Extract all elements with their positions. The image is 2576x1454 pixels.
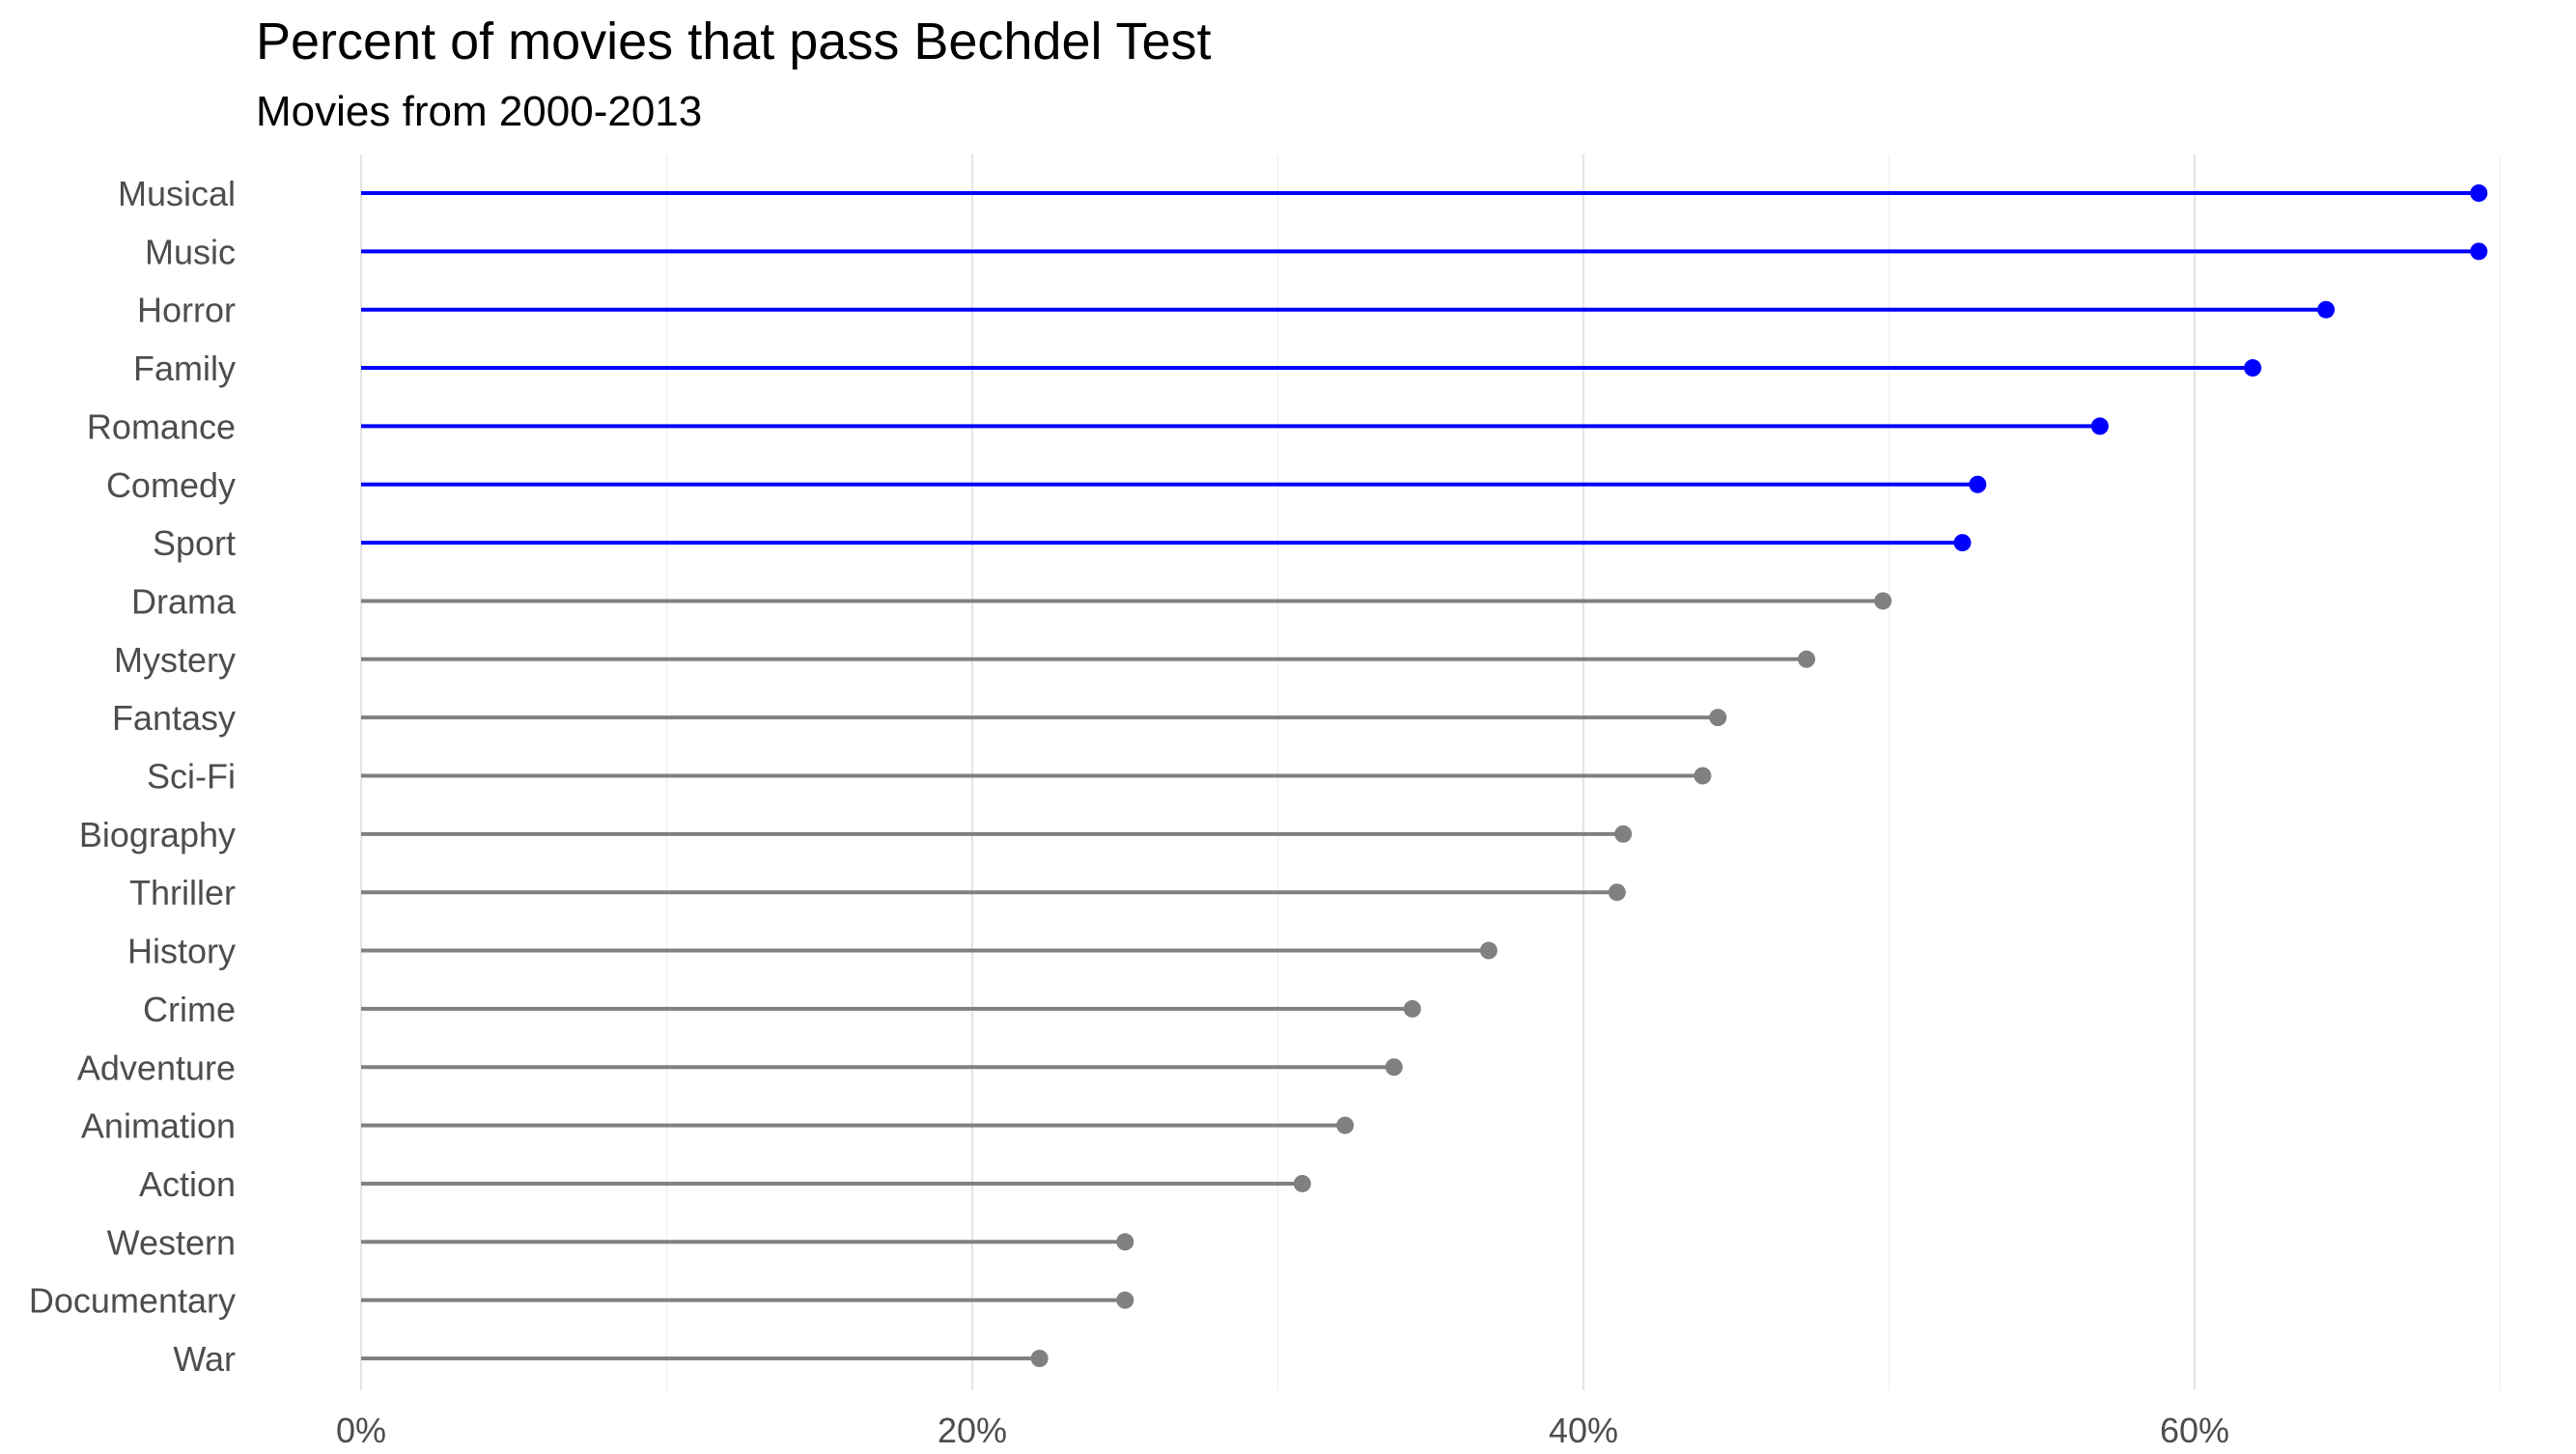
- category-label: Romance: [87, 406, 236, 446]
- category-label: Crime: [143, 990, 236, 1029]
- category-label: Thriller: [129, 873, 236, 912]
- category-label: Mystery: [114, 640, 236, 680]
- x-tick-label: 0%: [336, 1411, 386, 1450]
- category-label: Animation: [81, 1106, 236, 1146]
- lollipop-dot: [1403, 999, 1421, 1018]
- category-label: History: [127, 932, 236, 971]
- lollipop-dot: [1293, 1174, 1311, 1192]
- category-label-layer: Musical Music Horror Family Romance Comedy Spo…: [29, 174, 237, 1379]
- lollipop-dot: [1385, 1058, 1403, 1077]
- category-label: Drama: [131, 581, 237, 621]
- lollipop-dot: [2244, 359, 2262, 377]
- lollipop-dot: [1614, 825, 1633, 843]
- lollipop-dot: [2470, 184, 2488, 202]
- lollipop-dot: [1116, 1291, 1134, 1309]
- lollipop-dot: [1709, 709, 1727, 727]
- x-tick-label-layer: 0% 20% 40% 60%: [336, 1411, 2229, 1450]
- category-label: Music: [145, 232, 236, 271]
- category-label: Comedy: [106, 465, 236, 505]
- category-label: Family: [133, 349, 236, 388]
- category-label: Sci-Fi: [147, 757, 236, 797]
- stem-layer: [361, 191, 2479, 1360]
- category-label: Musical: [118, 174, 236, 213]
- lollipop-dot: [1479, 941, 1498, 960]
- lollipop-dot: [1608, 883, 1626, 902]
- x-tick-label: 40%: [1549, 1411, 1618, 1450]
- category-label: Adventure: [77, 1048, 236, 1087]
- category-label: Action: [139, 1164, 236, 1204]
- category-label: Biography: [79, 815, 236, 854]
- dot-layer: [1030, 184, 2488, 1367]
- lollipop-dot: [1969, 475, 1987, 493]
- x-tick-label: 20%: [938, 1411, 1007, 1450]
- category-label: Western: [107, 1222, 236, 1262]
- lollipop-dot: [1030, 1350, 1049, 1367]
- category-label: Sport: [153, 523, 236, 563]
- lollipop-dot: [1336, 1116, 1355, 1134]
- lollipop-dot: [1116, 1233, 1134, 1251]
- chart-subtitle: Movies from 2000-2013: [256, 88, 702, 135]
- chart-title: Percent of movies that pass Bechdel Test: [256, 13, 1212, 70]
- category-label: Fantasy: [112, 698, 236, 738]
- grid-layer: [359, 154, 2502, 1390]
- category-label: War: [173, 1339, 236, 1379]
- lollipop-dot: [1953, 534, 1972, 552]
- lollipop-dot: [1874, 592, 1892, 610]
- x-tick-label: 60%: [2160, 1411, 2229, 1450]
- lollipop-dot: [2090, 417, 2109, 435]
- category-label: Documentary: [29, 1281, 236, 1321]
- lollipop-dot: [1694, 767, 1712, 785]
- lollipop-dot: [1798, 650, 1816, 668]
- lollipop-dot: [2317, 300, 2336, 319]
- category-label: Horror: [137, 291, 236, 330]
- lollipop-dot: [2470, 242, 2488, 261]
